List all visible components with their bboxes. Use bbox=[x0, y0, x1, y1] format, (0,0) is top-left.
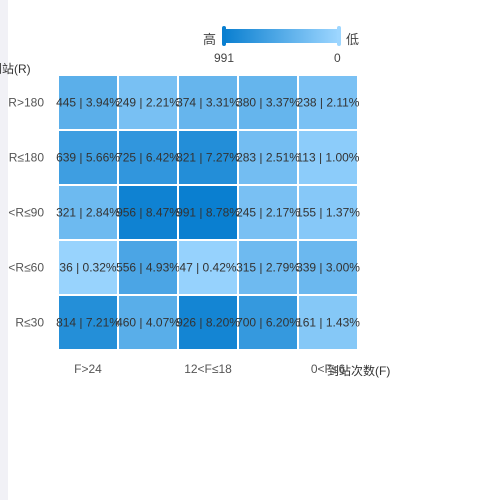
y-tick-label: R>180 bbox=[8, 96, 44, 110]
legend-min-value: 0 bbox=[334, 51, 341, 65]
cell-data-label: 161 | 1.43% bbox=[296, 316, 360, 330]
cell-data-label: 113 | 1.00% bbox=[297, 151, 360, 165]
cell-data-label: 991 | 8.78% bbox=[176, 206, 240, 220]
x-tick-label: F>24 bbox=[74, 362, 102, 376]
heatmap-cell[interactable] bbox=[299, 131, 357, 184]
heatmap-cell[interactable] bbox=[179, 131, 237, 184]
legend-min-handle[interactable] bbox=[337, 26, 341, 46]
heatmap-cell[interactable] bbox=[119, 76, 177, 129]
legend-max-handle[interactable] bbox=[222, 26, 226, 46]
cell-data-label: 47 | 0.42% bbox=[179, 261, 236, 275]
cell-data-label: 821 | 7.27% bbox=[176, 151, 240, 165]
cell-data-label: 926 | 8.20% bbox=[176, 316, 240, 330]
heatmap-cell[interactable] bbox=[179, 296, 237, 349]
heatmap-cell[interactable] bbox=[239, 296, 297, 349]
cell-data-label: 245 | 2.17% bbox=[236, 206, 300, 220]
heatmap-cell[interactable] bbox=[119, 131, 177, 184]
y-tick-label: R≤180 bbox=[9, 151, 45, 165]
legend-low-label: 低 bbox=[346, 32, 360, 47]
heatmap-cell[interactable] bbox=[59, 76, 117, 129]
heatmap-cell[interactable] bbox=[59, 296, 117, 349]
y-tick-label: <R≤60 bbox=[8, 261, 44, 275]
heatmap-cell[interactable] bbox=[59, 241, 117, 294]
heatmap-cell[interactable] bbox=[239, 186, 297, 239]
y-axis-title: 到站(R) bbox=[0, 62, 31, 76]
heatmap-cell[interactable] bbox=[59, 131, 117, 184]
legend-max-value: 991 bbox=[214, 51, 235, 65]
visual-map-legend[interactable]: 高 低 991 0 bbox=[200, 24, 370, 68]
heatmap-cell[interactable] bbox=[239, 76, 297, 129]
cell-data-label: 814 | 7.21% bbox=[56, 316, 120, 330]
cell-data-label: 283 | 2.51% bbox=[236, 151, 300, 165]
heatmap-cell[interactable] bbox=[299, 241, 357, 294]
heatmap-cell[interactable] bbox=[239, 241, 297, 294]
cell-data-label: 36 | 0.32% bbox=[59, 261, 116, 275]
cell-data-label: 374 | 3.31% bbox=[176, 96, 240, 110]
x-tick-label: 12<F≤18 bbox=[184, 362, 232, 376]
heatmap-cell[interactable] bbox=[239, 131, 297, 184]
legend-gradient-bar[interactable] bbox=[224, 29, 339, 43]
x-axis-title: 到站次数(F) bbox=[327, 364, 391, 378]
cell-data-label: 460 | 4.07% bbox=[116, 316, 180, 330]
y-tick-label: R≤30 bbox=[15, 316, 44, 330]
cell-data-label: 321 | 2.84% bbox=[56, 206, 120, 220]
cell-data-label: 700 | 6.20% bbox=[236, 316, 300, 330]
x-tick-label: 0<F≤6 bbox=[311, 362, 346, 376]
heatmap-cell[interactable] bbox=[179, 241, 237, 294]
cell-data-label: 725 | 6.42% bbox=[116, 151, 180, 165]
heatmap-cell[interactable] bbox=[179, 186, 237, 239]
heatmap-cell[interactable] bbox=[299, 76, 357, 129]
cell-data-label: 155 | 1.37% bbox=[296, 206, 360, 220]
heatmap-cell[interactable] bbox=[59, 186, 117, 239]
cell-data-label: 249 | 2.21% bbox=[116, 96, 180, 110]
cell-data-label: 380 | 3.37% bbox=[236, 96, 300, 110]
heatmap-cell[interactable] bbox=[119, 186, 177, 239]
y-tick-label: <R≤90 bbox=[8, 206, 44, 220]
heatmap-cell[interactable] bbox=[119, 296, 177, 349]
cell-data-label: 339 | 3.00% bbox=[296, 261, 360, 275]
heatmap-cell[interactable] bbox=[179, 76, 237, 129]
cell-data-label: 238 | 2.11% bbox=[297, 96, 360, 110]
legend-high-label: 高 bbox=[203, 32, 217, 47]
cell-data-label: 639 | 5.66% bbox=[56, 151, 120, 165]
heatmap-cell[interactable] bbox=[299, 296, 357, 349]
left-edge-bar bbox=[0, 0, 8, 500]
cell-data-label: 445 | 3.94% bbox=[56, 96, 120, 110]
cell-data-label: 315 | 2.79% bbox=[236, 261, 300, 275]
cell-data-label: 556 | 4.93% bbox=[116, 261, 180, 275]
heatmap-cell[interactable] bbox=[119, 241, 177, 294]
cell-data-label: 956 | 8.47% bbox=[116, 206, 180, 220]
heatmap-cell[interactable] bbox=[299, 186, 357, 239]
